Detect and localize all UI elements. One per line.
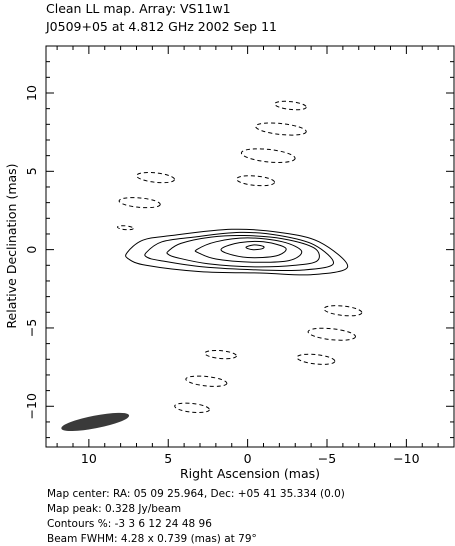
y-axis-label: Relative Declination (mas) [4, 163, 19, 328]
y-tick-label: 0 [24, 246, 39, 254]
map-center-text: Map center: RA: 05 09 25.964, Dec: +05 4… [47, 488, 345, 500]
positive-contour [245, 244, 265, 251]
negative-contour [118, 197, 161, 209]
negative-contour [255, 122, 307, 136]
contours [116, 100, 363, 414]
y-tick-label: 5 [24, 167, 39, 175]
negative-contour [307, 327, 356, 341]
x-tick-label: 10 [81, 451, 97, 466]
negative-contour [323, 305, 363, 317]
negative-contour [204, 349, 237, 360]
negative-contour [236, 175, 276, 187]
x-tick-label: 5 [164, 451, 172, 466]
positive-contour [166, 234, 320, 268]
map-title: Clean LL map. Array: VS11w1 [46, 1, 231, 16]
negative-contour [174, 402, 210, 414]
plot-frame [45, 45, 455, 448]
axis-ticks [46, 46, 454, 447]
beam-shape [61, 412, 130, 432]
map-peak-text: Map peak: 0.328 Jy/beam [47, 503, 182, 515]
y-tick-label: 10 [24, 85, 39, 101]
x-tick-label: −5 [318, 451, 336, 466]
contour-levels-text: Contours %: -3 3 6 12 24 48 96 [47, 518, 212, 530]
negative-contour [296, 353, 336, 365]
negative-contour [136, 171, 175, 184]
y-tick-label: −5 [24, 319, 39, 337]
negative-contour [274, 100, 307, 111]
positive-contour [194, 237, 303, 263]
y-tick-label: −10 [24, 393, 39, 419]
map-subtitle: J0509+05 at 4.812 GHz 2002 Sep 11 [46, 19, 277, 34]
positive-contour [125, 228, 349, 276]
positive-contour [220, 240, 287, 259]
x-tick-label: −10 [393, 451, 419, 466]
beam-ellipse [61, 412, 130, 432]
negative-contour [116, 225, 134, 231]
positive-contour [144, 231, 334, 272]
x-axis-label: Right Ascension (mas) [180, 466, 320, 481]
beam-fwhm-text: Beam FWHM: 4.28 x 0.739 (mas) at 79° [47, 533, 257, 545]
tick-labels: 10 5 0 −5 −10 10 5 0 −5 −10 [24, 85, 420, 466]
negative-contour [240, 148, 296, 163]
x-tick-label: 0 [244, 451, 252, 466]
negative-contour [185, 375, 228, 387]
